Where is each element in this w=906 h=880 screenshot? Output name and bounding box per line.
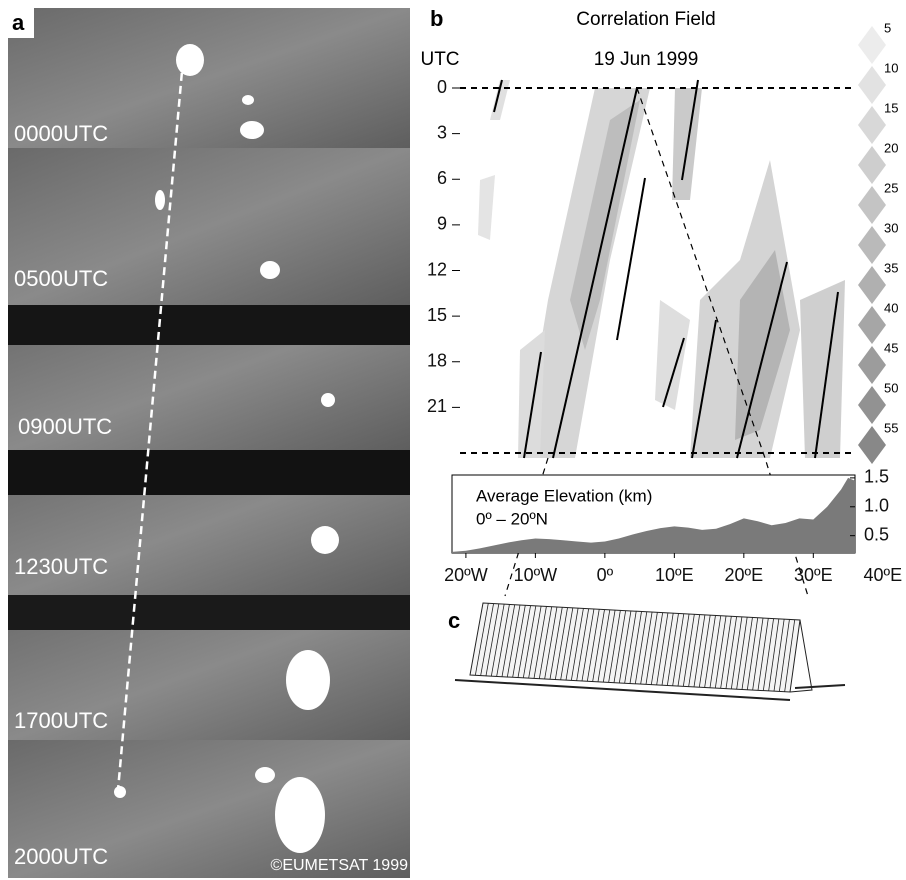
x-tick-label: 30ºE — [794, 565, 833, 585]
y-tick-label: 9 — [437, 214, 447, 234]
elevation-panel: Average Elevation (km) 0º – 20ºN 1.5 1.0 0… — [444, 467, 902, 585]
x-tick-label: 20ºW — [444, 565, 488, 585]
scale-swatch — [858, 186, 886, 224]
scale-swatch — [858, 346, 886, 384]
y-tick-label: 3 — [437, 122, 447, 142]
elevation-subtitle: 0º – 20ºN — [476, 509, 548, 528]
scale-label: 25 — [884, 180, 898, 195]
figure: a 0000UTC 0500UTC 0900UTC 1230UTC 1700UT… — [0, 0, 906, 880]
satellite-panel: a 0000UTC 0500UTC 0900UTC 1230UTC 1700UT… — [8, 8, 410, 878]
scale-swatch — [858, 306, 886, 344]
dark-band — [8, 450, 410, 495]
frame-label: 0900UTC — [18, 414, 112, 439]
dark-band — [8, 595, 410, 630]
scale-label: 45 — [884, 340, 898, 355]
axis-label: UTC — [420, 49, 459, 70]
credit: ©EUMETSAT 1999 — [271, 857, 409, 874]
frame-label: 2000UTC — [14, 844, 108, 869]
ridge-diagram: c — [448, 603, 845, 700]
elevation-title: Average Elevation (km) — [476, 486, 652, 505]
date: 19 Jun 1999 — [594, 49, 699, 70]
scale-label: 15 — [884, 100, 898, 115]
dark-band — [8, 305, 410, 345]
y-tick-label: 6 — [437, 168, 447, 188]
panel-label: c — [448, 608, 460, 633]
scale-label: 40 — [884, 300, 898, 315]
scale-label: 20 — [884, 140, 898, 155]
scale-swatch — [858, 146, 886, 184]
scale-swatch — [858, 266, 886, 304]
y-tick-label: 21 — [427, 396, 447, 416]
panel-label: a — [12, 10, 25, 35]
scale-label: 5 — [884, 20, 891, 35]
scale-swatch — [858, 26, 886, 64]
scale-label: 10 — [884, 60, 898, 75]
title: Correlation Field — [576, 9, 715, 30]
frame-label: 1230UTC — [14, 554, 108, 579]
x-tick-label: 20ºE — [725, 565, 764, 585]
y-tick-label: 1.5 — [864, 467, 889, 487]
y-tick-label: 1.0 — [864, 496, 889, 516]
frame-label: 1700UTC — [14, 708, 108, 733]
scale-swatch — [858, 106, 886, 144]
ridge — [455, 603, 845, 700]
x-tick-label: 10ºE — [655, 565, 694, 585]
x-tick-label: 0º — [597, 565, 614, 585]
scale-swatch — [858, 426, 886, 464]
y-tick-label: 0 — [437, 77, 447, 97]
frame-label: 0000UTC — [14, 121, 108, 146]
color-scale: 5 10 15 20 25 30 35 40 45 50 55 — [858, 20, 898, 464]
scale-label: 30 — [884, 220, 898, 235]
x-tick-label: 40ºE — [863, 565, 902, 585]
scale-swatch — [858, 386, 886, 424]
y-tick-label: 15 — [427, 305, 447, 325]
scale-label: 35 — [884, 260, 898, 275]
scale-label: 55 — [884, 420, 898, 435]
panel-label: b — [430, 6, 443, 31]
scale-swatch — [858, 66, 886, 104]
scale-label: 50 — [884, 380, 898, 395]
frame-label: 0500UTC — [14, 266, 108, 291]
x-tick-label: 10ºW — [514, 565, 558, 585]
y-tick-label: 12 — [427, 259, 447, 279]
y-tick-label: 18 — [427, 351, 447, 371]
y-tick-label: 0.5 — [864, 524, 889, 544]
scale-swatch — [858, 226, 886, 264]
